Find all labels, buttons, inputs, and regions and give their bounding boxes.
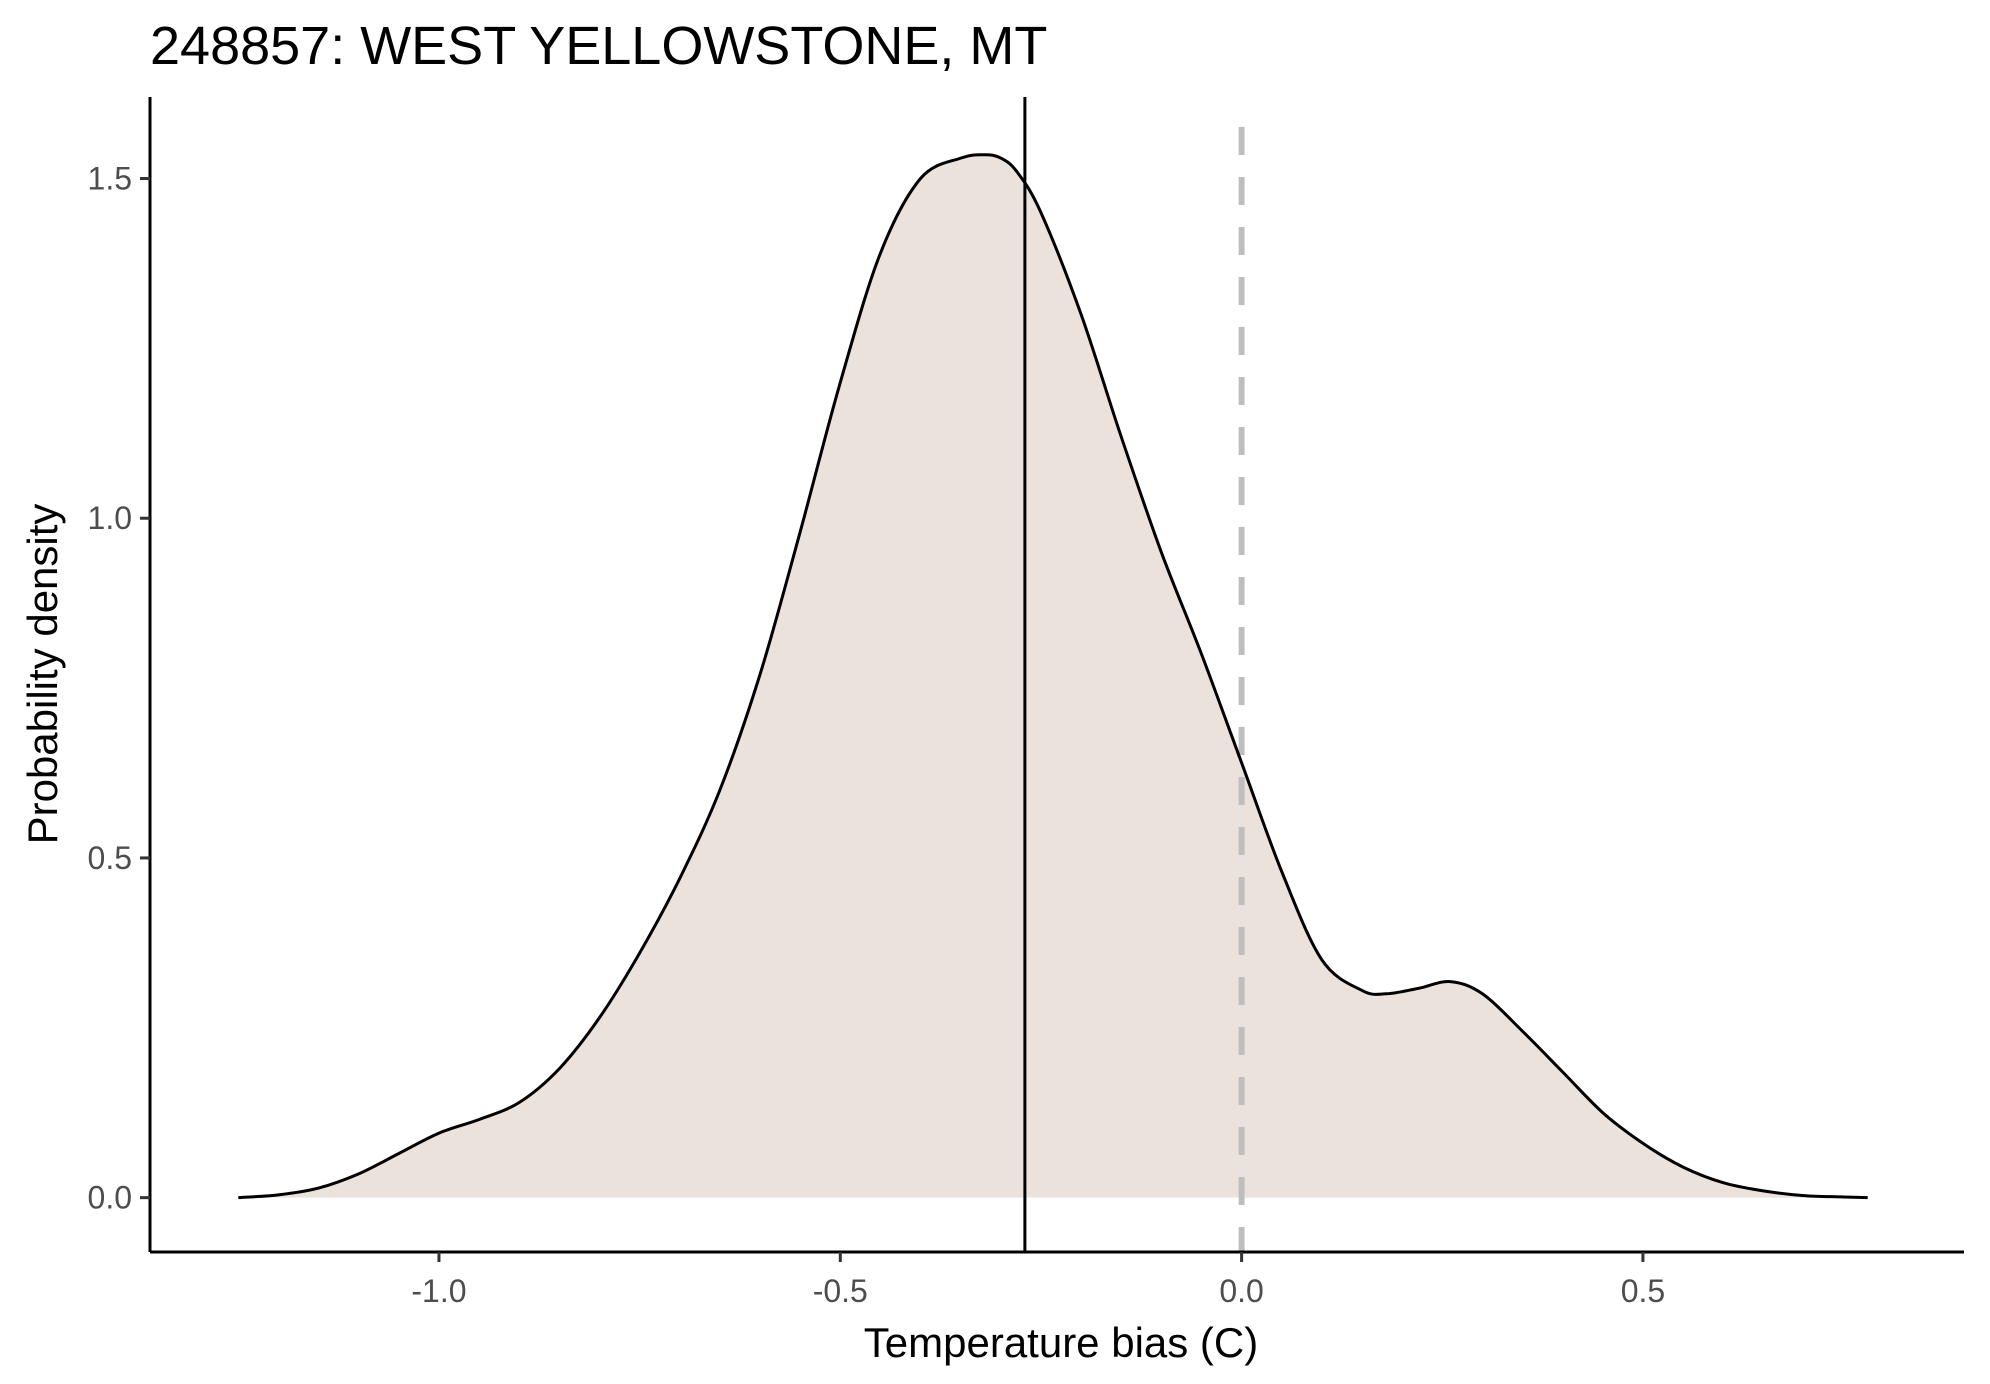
y-tick-label: 0.0 [88,1180,132,1216]
x-axis-ticks: -1.0 -0.5 0.0 0.5 [411,1252,1665,1309]
x-tick-label: -0.5 [813,1273,868,1309]
x-tick-label: -1.0 [411,1273,466,1309]
y-axis-ticks: 0.0 0.5 1.0 1.5 [88,161,150,1216]
chart-title: 248857: WEST YELLOWSTONE, MT [150,16,1047,76]
x-tick-label: 0.0 [1219,1273,1263,1309]
density-curve [238,153,1868,1200]
density-area [238,154,1868,1198]
plot-area [238,97,1868,1252]
y-tick-label: 1.0 [88,500,132,536]
x-axis-label: Temperature bias (C) [864,1319,1258,1366]
y-tick-label: 0.5 [88,840,132,876]
x-tick-label: 0.5 [1621,1273,1665,1309]
y-axis-label: Probability density [19,504,66,845]
y-tick-label: 1.5 [88,161,132,197]
